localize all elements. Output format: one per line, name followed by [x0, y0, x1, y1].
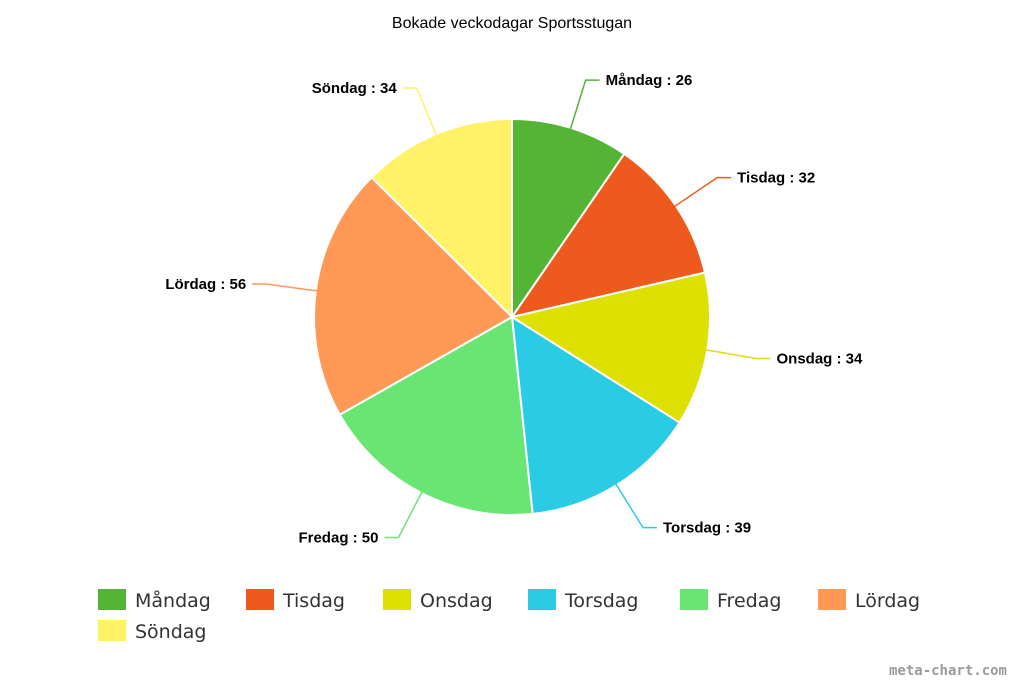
legend-swatch-lordag	[818, 589, 846, 610]
label-connector-onsdag	[705, 349, 771, 360]
label-connectors	[252, 79, 771, 539]
data-label-lordag: Lördag : 56	[165, 276, 246, 293]
data-label-sondag: Söndag : 34	[312, 80, 398, 97]
legend-swatch-tisdag	[246, 589, 274, 610]
legend-swatch-fredag	[680, 589, 708, 610]
legend-label-sondag: Söndag	[135, 621, 207, 643]
legend-swatch-mandag	[98, 589, 126, 610]
legend-item-fredag[interactable]: Fredag	[680, 589, 781, 612]
label-connector-torsdag	[614, 483, 657, 529]
label-connector-sondag	[402, 87, 438, 137]
legend-label-fredag: Fredag	[717, 590, 781, 612]
legend-swatch-sondag	[98, 620, 126, 641]
legend-item-sondag[interactable]: Söndag	[98, 620, 207, 643]
legend-label-torsdag: Torsdag	[564, 590, 638, 612]
label-connector-fredag	[384, 490, 423, 539]
data-label-torsdag: Torsdag : 39	[663, 520, 751, 537]
credit-text: meta-chart.com	[889, 663, 1007, 679]
legend-label-tisdag: Tisdag	[282, 590, 345, 612]
data-label-fredag: Fredag : 50	[298, 530, 378, 547]
chart-title: Bokade veckodagar Sportsstugan	[392, 15, 632, 32]
legend-label-lordag: Lördag	[855, 590, 920, 612]
legend-label-mandag: Måndag	[135, 589, 211, 612]
legend-swatch-onsdag	[383, 589, 411, 610]
label-connector-lordag	[252, 283, 318, 292]
label-connector-mandag	[569, 79, 600, 131]
data-labels: Måndag : 26 Tisdag : 32 Onsdag : 34 Torsdag…	[165, 72, 863, 546]
legend-item-mandag[interactable]: Måndag	[98, 589, 211, 612]
legend-item-onsdag[interactable]: Onsdag	[383, 589, 493, 612]
pie-slices	[313, 118, 711, 516]
legend-item-tisdag[interactable]: Tisdag	[246, 589, 345, 612]
legend-label-onsdag: Onsdag	[420, 590, 493, 612]
data-label-onsdag: Onsdag : 34	[777, 350, 864, 367]
legend: Måndag Tisdag Onsdag Torsdag Fredag Lördag Sön…	[98, 589, 920, 643]
legend-swatch-torsdag	[528, 589, 556, 610]
legend-item-torsdag[interactable]: Torsdag	[528, 589, 638, 612]
data-label-tisdag: Tisdag : 32	[737, 170, 815, 187]
label-connector-tisdag	[673, 176, 732, 208]
legend-item-lordag[interactable]: Lördag	[818, 589, 920, 612]
data-label-mandag: Måndag : 26	[606, 72, 693, 89]
